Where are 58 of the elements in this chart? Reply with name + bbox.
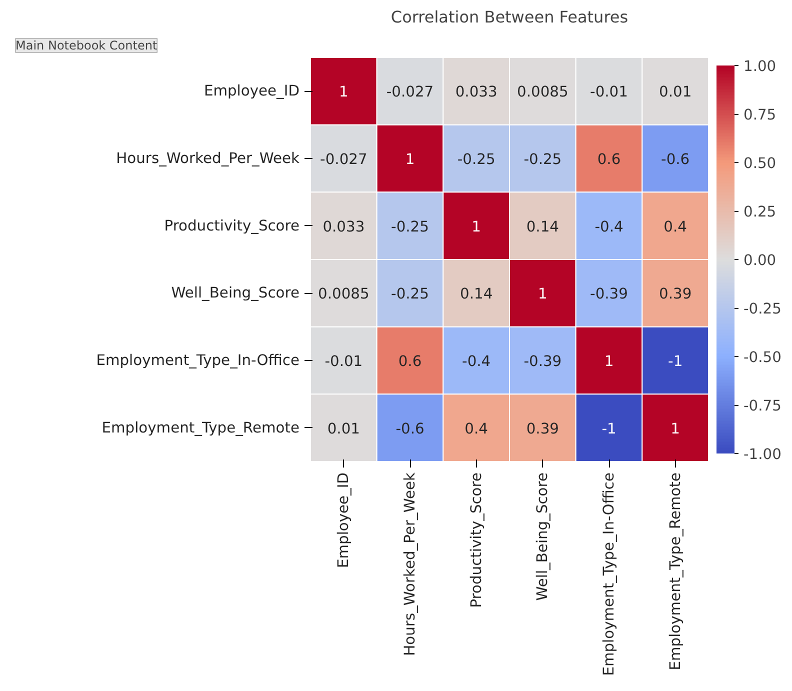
x-tick-label: Well_Being_Score <box>534 472 552 601</box>
data-label: -0.25 <box>391 286 429 303</box>
data-label: -1 <box>668 353 683 370</box>
data-label: -0.6 <box>396 420 424 438</box>
data-label: 1 <box>472 218 481 236</box>
data-label: 1 <box>405 151 415 168</box>
data-label: 0.14 <box>526 218 559 236</box>
data-label: 0.0085 <box>318 286 370 303</box>
x-tick-label: Hours_Worked_Per_Week <box>402 472 418 656</box>
color-bar-label: -0.75 <box>744 398 782 414</box>
y-tick-label: Productivity_Score <box>164 217 300 234</box>
data-label: 0.033 <box>455 84 498 101</box>
color-bar-label: 0.25 <box>744 204 776 220</box>
data-label: -0.01 <box>590 84 628 101</box>
data-label: -0.39 <box>524 353 562 370</box>
color-bar-label: -0.50 <box>744 349 782 366</box>
x-tick-label: Productivity_Score <box>468 472 485 608</box>
x-tick-label: Employment_Type_Remote <box>666 472 684 670</box>
data-label: 1 <box>538 286 548 303</box>
chart-title: Correlation Between Features <box>390 8 628 26</box>
data-label: -0.6 <box>661 151 690 168</box>
color-bar-label: 0.00 <box>744 252 776 269</box>
data-label: 0.4 <box>464 420 488 438</box>
color-bar-label: -0.25 <box>744 300 782 318</box>
data-label: 0.14 <box>460 286 493 303</box>
data-label: 1 <box>670 420 680 438</box>
data-label: -0.01 <box>324 353 363 370</box>
y-tick-label: Employment_Type_In-Office <box>96 352 300 369</box>
color-bar-label: 1.00 <box>744 58 776 75</box>
text: Main Notebook Content <box>16 38 158 52</box>
data-label: 1 <box>339 84 348 101</box>
data-label: 1 <box>604 353 614 370</box>
y-tick-label: Employment_Type_Remote <box>102 419 300 436</box>
data-label: 0.0085 <box>517 84 568 101</box>
x-tick-label: Employment_Type_In-Office <box>600 472 618 676</box>
data-label: -0.4 <box>594 218 624 236</box>
data-label: -0.25 <box>457 151 496 168</box>
data-label: 0.6 <box>398 353 422 370</box>
data-label: 0.01 <box>327 420 360 438</box>
data-label: -0.39 <box>590 286 628 303</box>
color-bar-label: 0.50 <box>744 155 776 172</box>
data-label: 0.033 <box>322 218 365 236</box>
data-label: 0.39 <box>659 286 692 303</box>
y-tick-label: Well_Being_Score <box>171 284 300 302</box>
y-tick-label: Hours_Worked_Per_Week <box>116 150 300 167</box>
data-label: 0.6 <box>597 151 621 168</box>
color-bar-label: -1.00 <box>744 446 782 463</box>
y-tick-label: Employee_ID <box>204 82 300 100</box>
data-label: 0.01 <box>659 84 692 101</box>
data-label: -0.027 <box>386 84 434 101</box>
data-label: 0.39 <box>526 420 559 438</box>
data-label: -0.25 <box>524 151 562 168</box>
data-label: -0.25 <box>391 218 429 236</box>
data-label: -0.027 <box>320 151 368 168</box>
color-bar-label: 0.75 <box>744 106 776 124</box>
data-label: -1 <box>602 420 616 438</box>
data-label: 0.4 <box>664 218 687 236</box>
data-label: -0.4 <box>462 353 491 370</box>
